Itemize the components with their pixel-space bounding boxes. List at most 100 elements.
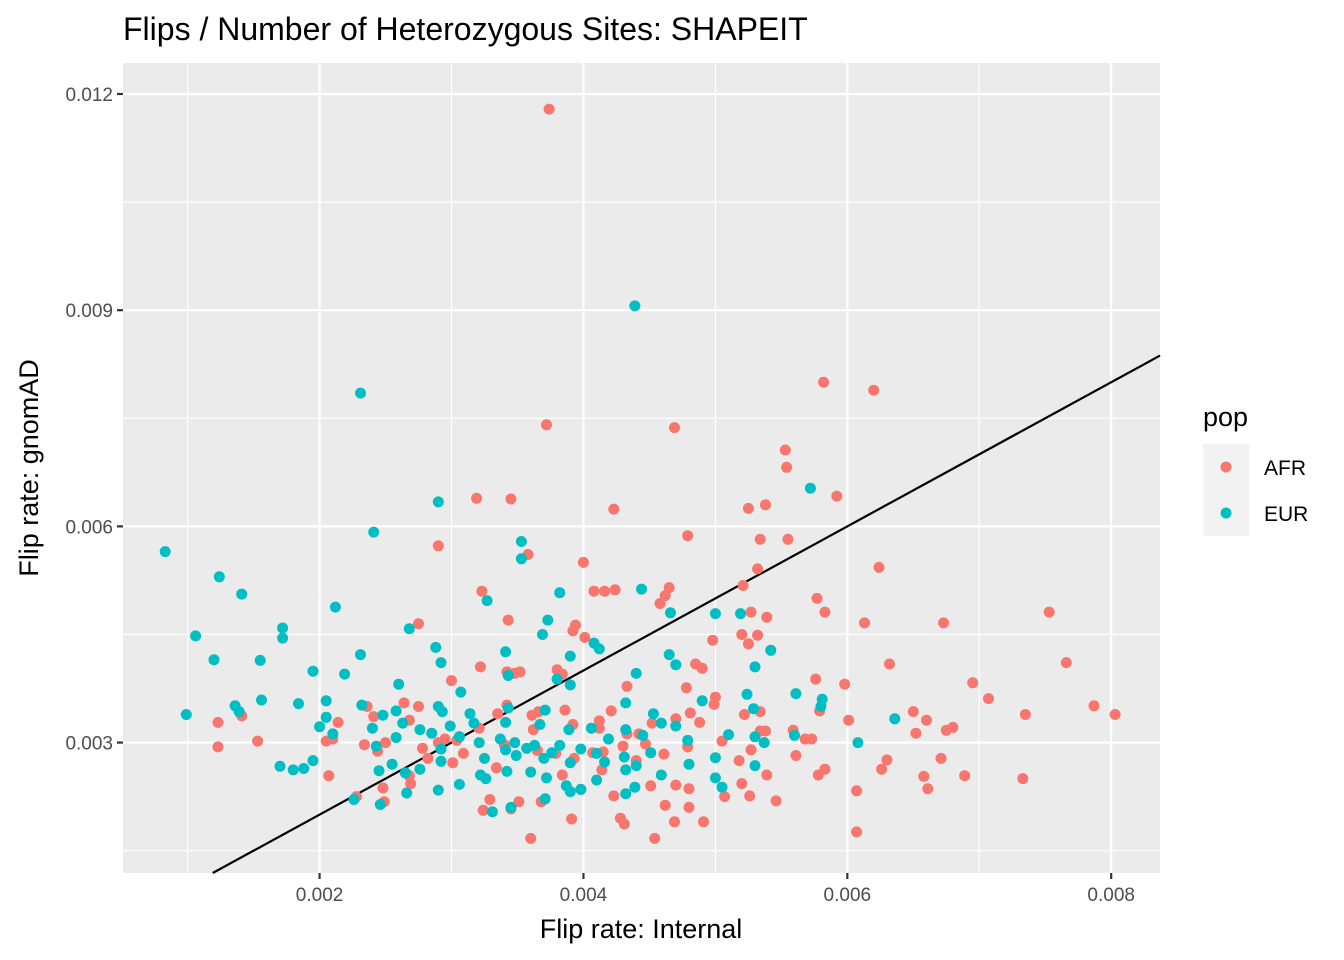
point-eur xyxy=(603,733,614,745)
point-afr xyxy=(614,812,626,824)
point-eur xyxy=(670,720,682,732)
point-afr xyxy=(680,682,692,694)
point-afr xyxy=(736,629,748,640)
point-afr xyxy=(422,752,434,764)
point-eur xyxy=(575,743,587,755)
point-eur xyxy=(453,731,465,743)
point-eur xyxy=(564,786,576,798)
point-afr xyxy=(754,533,766,545)
point-eur xyxy=(502,702,514,714)
point-eur xyxy=(637,729,649,741)
point-afr xyxy=(733,755,745,767)
point-eur xyxy=(538,752,550,764)
point-eur xyxy=(254,654,266,666)
point-eur xyxy=(655,769,667,781)
point-eur xyxy=(233,706,245,718)
point-eur xyxy=(515,553,527,565)
point-afr xyxy=(790,750,802,761)
point-afr xyxy=(502,614,514,626)
point-eur xyxy=(473,737,485,749)
point-afr xyxy=(588,585,600,597)
point-eur xyxy=(748,703,760,715)
point-afr xyxy=(640,738,651,750)
point-afr xyxy=(526,709,538,721)
point-eur xyxy=(486,806,498,818)
point-afr xyxy=(745,744,757,756)
point-afr xyxy=(252,735,264,747)
point-eur xyxy=(320,711,332,723)
point-eur xyxy=(521,742,533,754)
point-eur xyxy=(366,722,378,734)
point-eur xyxy=(494,733,506,745)
point-eur xyxy=(629,300,641,312)
x-tick-label: 0.004 xyxy=(560,885,608,906)
point-eur xyxy=(765,644,777,656)
point-eur xyxy=(563,724,575,736)
point-afr xyxy=(698,816,709,828)
point-afr xyxy=(670,779,682,791)
point-afr xyxy=(413,618,424,630)
point-afr xyxy=(935,752,947,764)
point-eur xyxy=(663,649,675,661)
point-afr xyxy=(1043,606,1055,618)
point-afr xyxy=(556,769,568,781)
point-eur xyxy=(709,608,721,620)
point-eur xyxy=(414,763,426,775)
legend-label-eur: EUR xyxy=(1264,503,1308,526)
point-afr xyxy=(761,769,773,781)
point-afr xyxy=(760,725,771,737)
point-eur xyxy=(591,747,603,759)
point-afr xyxy=(446,675,457,687)
point-afr xyxy=(884,658,895,670)
point-eur xyxy=(620,724,632,736)
point-eur xyxy=(599,756,611,768)
point-eur xyxy=(647,708,659,720)
point-eur xyxy=(554,587,566,599)
point-eur xyxy=(399,767,411,779)
point-afr xyxy=(457,747,469,759)
point-eur xyxy=(432,496,444,508)
point-eur xyxy=(355,387,366,399)
point-eur xyxy=(426,727,438,739)
point-afr xyxy=(579,631,591,643)
point-eur xyxy=(630,667,642,679)
point-afr xyxy=(609,584,621,596)
point-eur xyxy=(293,698,304,710)
point-afr xyxy=(918,770,930,782)
point-afr xyxy=(405,778,417,790)
point-afr xyxy=(859,617,870,629)
point-eur xyxy=(377,709,389,721)
point-eur xyxy=(327,728,339,740)
point-afr xyxy=(782,533,794,545)
point-afr xyxy=(818,376,830,388)
point-eur xyxy=(314,721,326,733)
point-afr xyxy=(760,499,771,511)
point-afr xyxy=(475,661,486,673)
point-afr xyxy=(938,617,950,629)
point-afr xyxy=(881,754,893,766)
point-afr xyxy=(525,832,537,844)
point-eur xyxy=(414,724,426,736)
point-eur xyxy=(307,755,319,767)
point-eur xyxy=(464,708,476,720)
point-afr xyxy=(649,832,661,844)
x-tick-label: 0.002 xyxy=(296,885,344,906)
point-eur xyxy=(630,760,642,772)
point-eur xyxy=(208,654,220,666)
point-eur xyxy=(539,704,551,716)
point-eur xyxy=(593,643,605,655)
point-afr xyxy=(551,664,563,676)
point-afr xyxy=(1017,773,1029,785)
point-afr xyxy=(608,503,620,515)
point-afr xyxy=(683,801,695,813)
point-afr xyxy=(719,791,731,803)
point-eur xyxy=(397,717,409,729)
point-afr xyxy=(1019,709,1031,720)
legend-label-afr: AFR xyxy=(1264,457,1306,480)
point-afr xyxy=(742,502,754,514)
point-afr xyxy=(983,693,994,705)
grid-minor xyxy=(123,63,1160,873)
point-afr xyxy=(577,556,589,568)
x-axis-title: Flip rate: Internal xyxy=(540,914,743,944)
